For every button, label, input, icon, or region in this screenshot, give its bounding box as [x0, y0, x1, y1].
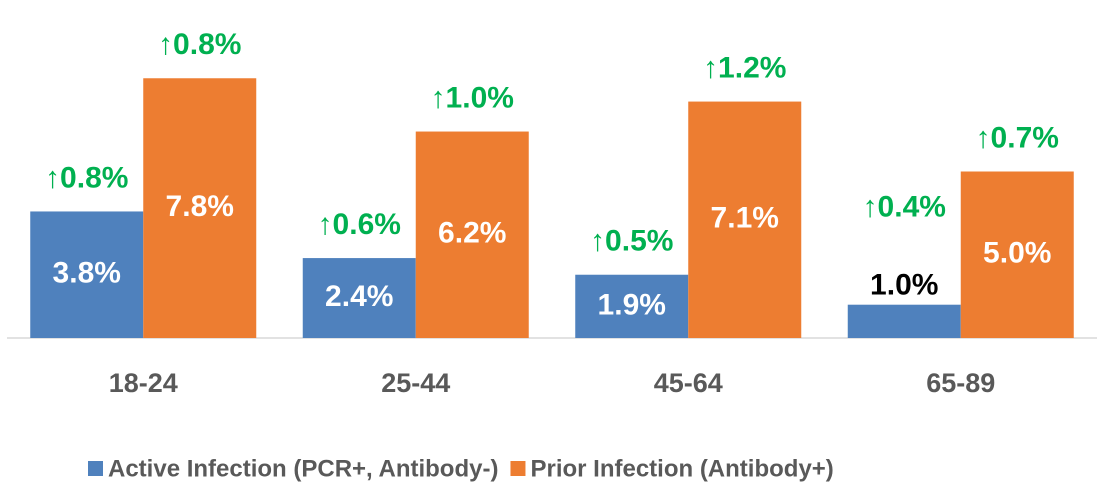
value-label: 3.8% — [53, 257, 121, 290]
x-tick-label: 45-64 — [654, 368, 723, 398]
change-annotation: ↑0.8% — [158, 28, 241, 61]
value-label: 1.9% — [598, 288, 666, 321]
bar — [688, 101, 802, 338]
value-label: 2.4% — [325, 280, 393, 313]
change-annotation: ↑0.6% — [318, 208, 401, 241]
legend-label: Prior Infection (Antibody+) — [530, 455, 833, 482]
change-annotation: ↑0.7% — [976, 121, 1059, 154]
change-annotation: ↑0.5% — [590, 225, 673, 258]
value-label: 6.2% — [438, 217, 506, 250]
change-annotation: ↑0.4% — [863, 191, 946, 224]
bar — [302, 258, 416, 338]
x-tick-label: 25-44 — [381, 368, 450, 398]
x-tick-label: 18-24 — [109, 368, 178, 398]
value-label: 7.1% — [711, 202, 779, 235]
x-tick-label: 65-89 — [926, 368, 995, 398]
change-annotation: ↑1.2% — [703, 51, 786, 84]
bar — [847, 304, 961, 338]
bar — [30, 211, 144, 338]
value-label: 7.8% — [166, 190, 234, 223]
value-label: 5.0% — [983, 237, 1051, 270]
bar — [143, 78, 257, 338]
legend-swatch — [88, 461, 103, 476]
bar — [960, 171, 1074, 338]
change-annotation: ↑1.0% — [431, 81, 514, 114]
legend-swatch — [510, 461, 526, 476]
bar — [415, 131, 529, 338]
value-label: 1.0% — [870, 269, 938, 302]
legend-label: Active Infection (PCR+, Antibody-) — [108, 455, 498, 482]
change-annotation: ↑0.8% — [45, 161, 128, 194]
bar — [575, 274, 689, 338]
